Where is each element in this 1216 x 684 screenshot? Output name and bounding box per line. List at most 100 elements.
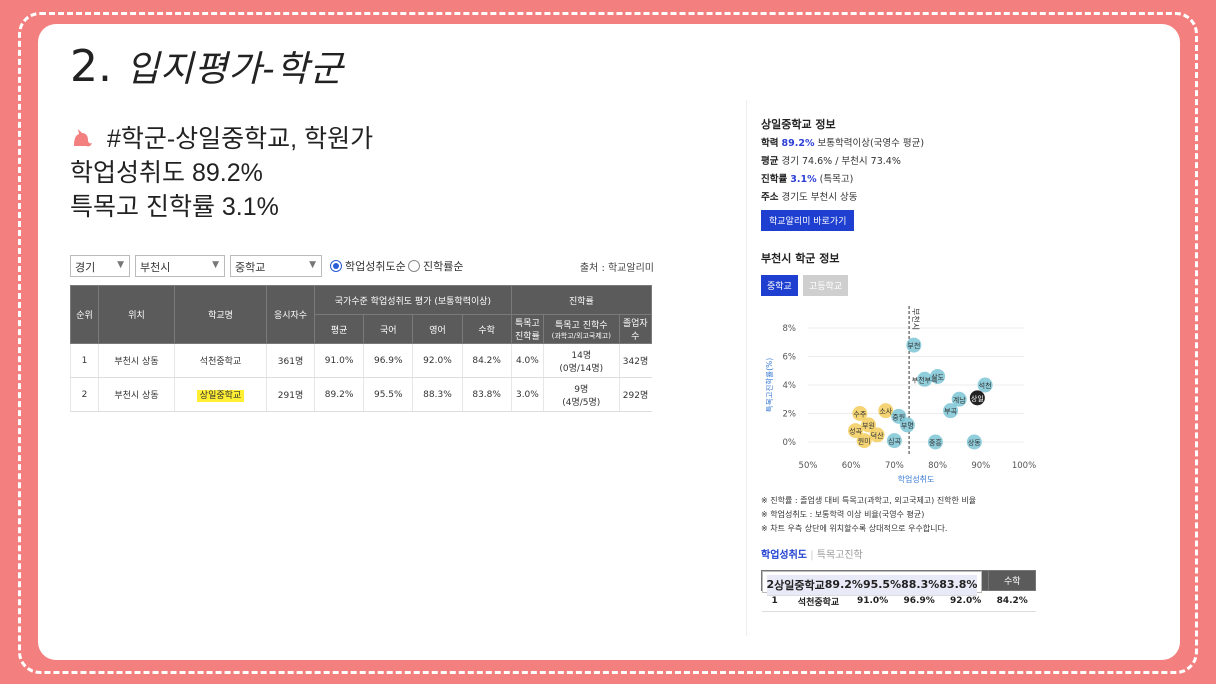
point-label: 덕산 xyxy=(871,431,884,440)
highlighted-school: 상일중학교 xyxy=(196,390,245,402)
tab-middle-school[interactable]: 중학교 xyxy=(761,275,798,296)
point-label: 부천 xyxy=(907,341,920,350)
x-tick-label: 90% xyxy=(971,461,990,471)
th-school: 학교명 xyxy=(174,285,267,344)
tab-high-school[interactable]: 고등학교 xyxy=(802,275,849,296)
district-title: 부천시 학군 정보 xyxy=(761,252,840,265)
radio-achievement[interactable]: 학업성취도순 xyxy=(330,258,406,274)
school-alimi-button[interactable]: 학교알리미 바로가기 xyxy=(761,210,855,231)
y-tick-label: 0% xyxy=(783,438,797,448)
x-tick-label: 80% xyxy=(928,461,947,471)
radio-checked-icon xyxy=(330,260,342,272)
point-label: 수주 xyxy=(853,411,866,419)
point-label: 중흥 xyxy=(929,438,942,447)
scatter-point xyxy=(878,403,894,419)
x-tick-label: 60% xyxy=(842,461,861,471)
point-label: 부천부곡 xyxy=(912,375,938,384)
bullet-school: #학군-상일중학교, 학원가 xyxy=(70,122,373,156)
slide-bullets: #학군-상일중학교, 학원가 학업성취도 89.2% 특목고 진학률 3.1% xyxy=(70,122,373,224)
x-tick-label: 100% xyxy=(1012,461,1036,471)
tab-achievement[interactable]: 학업성취도 xyxy=(761,550,807,561)
table-row[interactable]: 2 상일중학교 89.2% 95.5% 88.3% 83.8% xyxy=(761,570,983,596)
point-label: 심곡 xyxy=(888,437,901,446)
bullet-special-rate: 특목고 진학률 3.1% xyxy=(70,193,279,221)
table-row[interactable]: 2 부천시 상동 상일중학교 291명 89.2% 95.5% 88.3% 83… xyxy=(70,377,652,412)
point-label: 석천 xyxy=(979,381,992,390)
th-kor: 국어 xyxy=(363,314,414,344)
point-label: 상도 xyxy=(931,372,944,381)
scatter-point xyxy=(899,417,915,433)
point-label: 상일 xyxy=(971,394,984,403)
point-label: 부원 xyxy=(862,421,875,430)
scatter-point xyxy=(917,371,933,387)
y-tick-label: 4% xyxy=(783,381,797,391)
radio-rate[interactable]: 진학률순 xyxy=(408,258,463,274)
scatter-point xyxy=(869,427,885,443)
scatter-point xyxy=(860,417,876,433)
th-group-rate: 진학률 xyxy=(510,285,653,315)
rank-table: 순위 학교 평균 국어 영어 수학 1 석천중학교 91.0% 96.9% 92… xyxy=(760,570,1036,612)
x-tick-label: 50% xyxy=(799,461,818,471)
level-tabs: 중학교 고등학교 xyxy=(761,274,849,296)
title-number: 2. xyxy=(70,41,112,92)
info-title: 상일중학교 정보 xyxy=(761,118,836,131)
bullet-achievement: 학업성취도 89.2% xyxy=(70,159,263,187)
chart-notes: ※ 진학률 : 졸업생 대비 특목고(과학고, 외고국제고) 진학한 비율 ※ … xyxy=(761,496,977,533)
scatter-point xyxy=(927,434,943,450)
average-line-label: 부천시 xyxy=(911,308,921,330)
school-table: 순위 위치 학교명 응시자수 국가수준 학업성취도 평가 (보통학력이상) 진학… xyxy=(70,285,653,412)
th-group-achievement: 국가수준 학업성취도 평가 (보통학력이상) xyxy=(314,285,512,315)
filter-bar: 경기 ▼ 부천시 ▼ 중학교 ▼ 학업성취도순 진학률순 출처 : 학교알리미 xyxy=(70,255,656,277)
tab-special[interactable]: 특목고진학 xyxy=(816,550,863,561)
th-special-rate: 특목고 진학률 xyxy=(510,314,545,344)
scatter-point xyxy=(886,433,902,449)
table-row[interactable]: 1 부천시 상동 석천중학교 361명 91.0% 96.9% 92.0% 84… xyxy=(70,343,652,378)
scatter-point xyxy=(951,391,967,407)
scatter-point xyxy=(977,377,993,393)
scatter-point xyxy=(848,423,864,439)
x-axis-label: 학업성취도 xyxy=(898,474,935,484)
scatter-point xyxy=(930,368,946,384)
y-tick-label: 2% xyxy=(783,410,797,420)
th-avg: 평균 xyxy=(313,314,365,344)
point-label: 중원 xyxy=(892,412,905,421)
th-graduates: 졸업자 수 xyxy=(618,314,652,344)
point-label: 부명 xyxy=(901,421,914,430)
cat-icon xyxy=(74,129,92,147)
scatter-point xyxy=(969,390,985,406)
rank-tabs: 학업성취도 | 특목고진학 xyxy=(761,550,863,561)
point-label: 원미 xyxy=(858,437,871,446)
point-label: 소사 xyxy=(879,407,892,416)
point-label: 성곡 xyxy=(849,427,862,436)
scatter-point xyxy=(906,337,922,353)
school-info-panel: 상일중학교 정보 학력 89.2% 보통학력이상(국영수 평균) 평균 경기 7… xyxy=(746,100,1046,636)
y-tick-label: 6% xyxy=(783,353,797,363)
x-tick-label: 70% xyxy=(885,461,904,471)
scatter-point xyxy=(856,433,872,449)
y-axis-label: 특목고진학률(%) xyxy=(764,358,774,412)
scatter-chart: 0% 2% 4% 6% 8% 50% 60% 70% 80% 90% 100% 학업성취도 특목고진학률… xyxy=(764,306,1036,484)
th-eng: 영어 xyxy=(412,314,463,344)
point-label: 상동 xyxy=(968,438,981,447)
region-select[interactable]: 경기 ▼ xyxy=(70,255,130,277)
radio-unchecked-icon xyxy=(408,260,420,272)
point-label: 부곡 xyxy=(944,408,957,416)
th-math: 수학 xyxy=(461,314,512,344)
th-takers: 응시자수 xyxy=(266,285,315,344)
title-handwritten: 입지평가-학군 xyxy=(125,49,344,90)
scatter-point xyxy=(943,403,959,419)
point-label: 계남 xyxy=(953,395,966,404)
city-select[interactable]: 부천시 ▼ xyxy=(135,255,225,277)
th-location: 위치 xyxy=(98,285,175,344)
y-tick-label: 8% xyxy=(783,324,797,334)
table-row[interactable]: 1 석천중학교 91.0% 96.9% 92.0% 84.2% xyxy=(761,590,1036,612)
info-lines: 학력 89.2% 보통학력이상(국영수 평균) 평균 경기 74.6% / 부천… xyxy=(761,138,925,203)
slide-title: 2. 입지평가-학군 xyxy=(70,40,344,92)
scatter-point xyxy=(852,406,868,421)
th-rank: 순위 xyxy=(70,285,99,344)
scatter-point xyxy=(966,434,982,450)
th-special-count: 특목고 진학수 (과학고/외고국제고) xyxy=(543,314,620,344)
source-label: 출처 : 학교알리미 xyxy=(579,263,654,274)
dashed-frame xyxy=(18,12,1198,674)
level-select[interactable]: 중학교 ▼ xyxy=(230,255,322,277)
